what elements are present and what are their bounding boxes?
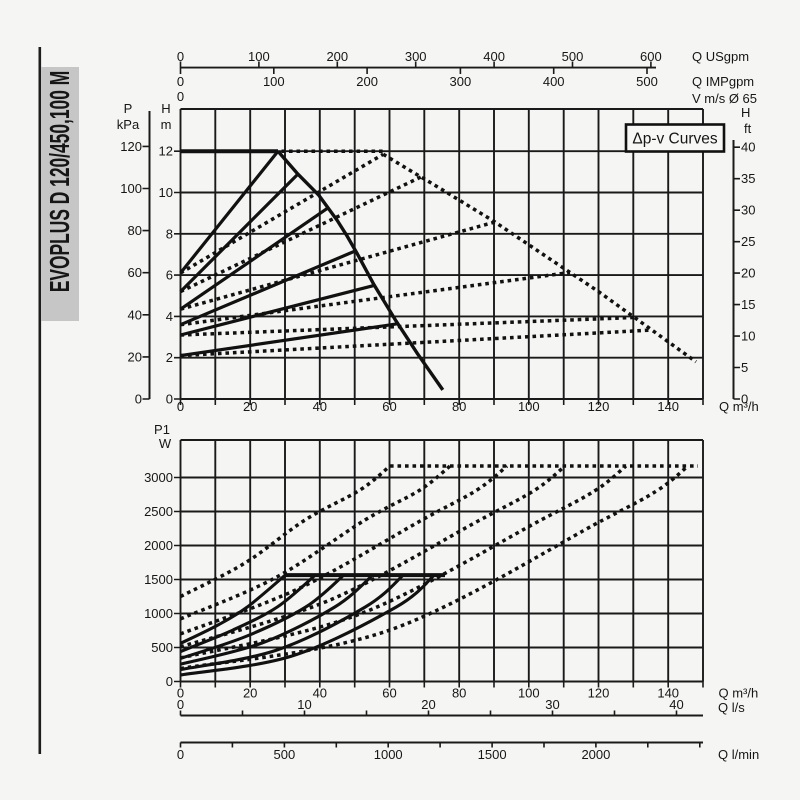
svg-text:Q l/s: Q l/s xyxy=(718,700,745,715)
svg-text:2000: 2000 xyxy=(581,747,610,762)
svg-text:120: 120 xyxy=(120,139,142,154)
svg-text:100: 100 xyxy=(263,74,285,89)
svg-text:W: W xyxy=(159,436,172,451)
svg-text:Q l/min: Q l/min xyxy=(718,747,759,762)
svg-text:40: 40 xyxy=(128,307,142,322)
svg-text:0: 0 xyxy=(166,392,173,407)
svg-text:300: 300 xyxy=(405,49,427,64)
svg-text:80: 80 xyxy=(452,399,466,414)
svg-text:500: 500 xyxy=(274,747,296,762)
svg-text:30: 30 xyxy=(545,697,559,712)
svg-text:20: 20 xyxy=(421,697,435,712)
svg-text:8: 8 xyxy=(166,226,173,241)
svg-text:40: 40 xyxy=(313,399,327,414)
svg-text:2000: 2000 xyxy=(144,538,173,553)
svg-text:300: 300 xyxy=(450,74,472,89)
svg-text:P: P xyxy=(124,101,133,116)
svg-text:80: 80 xyxy=(128,223,142,238)
svg-text:500: 500 xyxy=(636,74,658,89)
svg-text:0: 0 xyxy=(177,89,184,104)
svg-text:1500: 1500 xyxy=(478,747,507,762)
svg-text:0: 0 xyxy=(177,697,184,712)
svg-text:0: 0 xyxy=(741,392,748,407)
svg-text:100: 100 xyxy=(518,399,540,414)
svg-text:100: 100 xyxy=(248,49,270,64)
svg-text:500: 500 xyxy=(562,49,584,64)
svg-text:H: H xyxy=(741,105,750,120)
svg-text:Q m³/h: Q m³/h xyxy=(719,399,759,414)
svg-text:200: 200 xyxy=(356,74,378,89)
svg-text:40: 40 xyxy=(669,697,683,712)
svg-text:ft: ft xyxy=(744,121,752,136)
svg-text:80: 80 xyxy=(452,686,466,701)
svg-text:kPa: kPa xyxy=(117,117,140,132)
svg-text:10: 10 xyxy=(297,697,311,712)
svg-text:140: 140 xyxy=(657,686,679,701)
svg-text:400: 400 xyxy=(483,49,505,64)
svg-text:400: 400 xyxy=(543,74,565,89)
svg-text:60: 60 xyxy=(382,686,396,701)
svg-text:60: 60 xyxy=(128,265,142,280)
svg-text:Q USgpm: Q USgpm xyxy=(692,49,749,64)
svg-text:0: 0 xyxy=(177,49,184,64)
svg-text:100: 100 xyxy=(120,181,142,196)
svg-text:0: 0 xyxy=(177,74,184,89)
svg-text:25: 25 xyxy=(741,234,755,249)
svg-text:120: 120 xyxy=(588,399,610,414)
svg-text:15: 15 xyxy=(741,297,755,312)
svg-text:40: 40 xyxy=(741,140,755,155)
svg-text:30: 30 xyxy=(741,203,755,218)
svg-text:EVOPLUS D 120/450,100 M: EVOPLUS D 120/450,100 M xyxy=(44,71,75,292)
svg-text:V m/s Ø 65: V m/s Ø 65 xyxy=(692,91,757,106)
svg-text:3000: 3000 xyxy=(144,470,173,485)
svg-text:140: 140 xyxy=(657,399,679,414)
svg-text:40: 40 xyxy=(313,686,327,701)
svg-text:20: 20 xyxy=(243,399,257,414)
svg-text:6: 6 xyxy=(166,268,173,283)
svg-text:5: 5 xyxy=(741,360,748,375)
svg-text:500: 500 xyxy=(151,640,173,655)
svg-text:20: 20 xyxy=(128,349,142,364)
svg-text:H: H xyxy=(161,101,170,116)
svg-text:0: 0 xyxy=(166,674,173,689)
svg-text:20: 20 xyxy=(243,686,257,701)
svg-text:0: 0 xyxy=(135,392,142,407)
svg-text:0: 0 xyxy=(177,686,184,701)
svg-text:100: 100 xyxy=(518,686,540,701)
svg-text:4: 4 xyxy=(166,309,173,324)
svg-text:35: 35 xyxy=(741,171,755,186)
svg-text:1000: 1000 xyxy=(144,606,173,621)
svg-text:10: 10 xyxy=(159,185,173,200)
svg-text:120: 120 xyxy=(588,686,610,701)
svg-text:1500: 1500 xyxy=(144,572,173,587)
svg-text:200: 200 xyxy=(326,49,348,64)
svg-text:10: 10 xyxy=(741,329,755,344)
svg-text:60: 60 xyxy=(382,399,396,414)
svg-text:2: 2 xyxy=(166,350,173,365)
svg-text:Q IMPgpm: Q IMPgpm xyxy=(692,74,754,89)
svg-text:20: 20 xyxy=(741,266,755,281)
svg-text:0: 0 xyxy=(177,747,184,762)
svg-text:Q m³/h: Q m³/h xyxy=(719,686,759,701)
svg-text:600: 600 xyxy=(640,49,662,64)
svg-text:12: 12 xyxy=(159,144,173,159)
svg-text:P1: P1 xyxy=(154,422,170,437)
svg-text:2500: 2500 xyxy=(144,504,173,519)
svg-text:1000: 1000 xyxy=(374,747,403,762)
svg-text:0: 0 xyxy=(177,399,184,414)
svg-text:Δp-v Curves: Δp-v Curves xyxy=(632,131,718,148)
svg-text:m: m xyxy=(161,117,172,132)
